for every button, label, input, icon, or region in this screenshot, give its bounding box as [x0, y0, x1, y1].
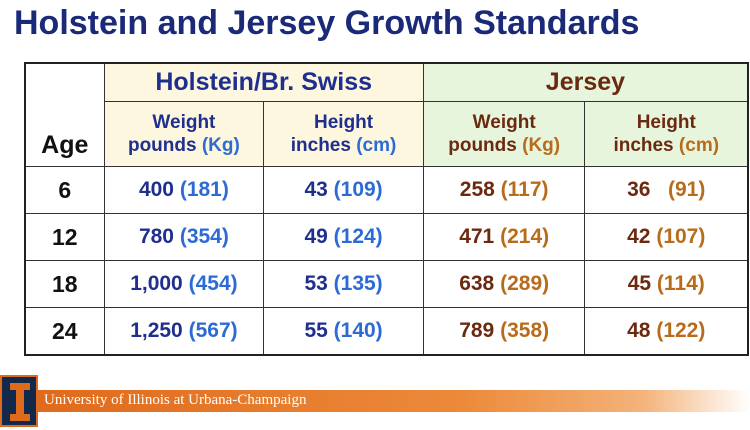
jersey-weight-cell: 638 (289): [422, 260, 586, 308]
table-row: 18 1,000 (454) 53 (135) 638 (289) 45 (11…: [24, 260, 749, 308]
growth-standards-table: Age Holstein/Br. Swiss Jersey Weight pou…: [24, 62, 749, 356]
institution-name: University of Illinois at Urbana-Champai…: [44, 392, 307, 408]
height-header-unit: (cm): [356, 135, 397, 157]
weight-header-line1: Weight: [152, 112, 216, 134]
age-cell: 24: [24, 307, 105, 356]
age-column-header: Age: [24, 62, 105, 167]
group-header-row: Age Holstein/Br. Swiss Jersey: [24, 62, 749, 167]
height-header-word: inches: [290, 135, 351, 157]
jersey-weight-cell: 471 (214): [422, 213, 586, 261]
jersey-weight-cell: 258 (117): [422, 166, 586, 214]
weight-header-line1: Weight: [472, 112, 536, 134]
height-header-word: inches: [613, 135, 674, 157]
holstein-height-header: Height inches (cm): [263, 101, 424, 167]
holstein-weight-cell: 1,250 (567): [103, 307, 265, 356]
table-row: 12 780 (354) 49 (124) 471 (214) 42 (107): [24, 213, 749, 261]
height-header-line1: Height: [314, 112, 374, 134]
jersey-height-cell: 36 (91): [584, 166, 749, 214]
weight-header-unit: (Kg): [522, 135, 561, 157]
height-header-unit: (cm): [678, 135, 720, 157]
holstein-height-cell: 53 (135): [263, 260, 424, 308]
holstein-height-cell: 55 (140): [263, 307, 424, 356]
jersey-height-cell: 48 (122): [584, 307, 749, 356]
jersey-weight-header: Weight pounds (Kg): [422, 101, 586, 167]
subheader-row: Weight pounds (Kg) Height inches (cm) We…: [25, 101, 749, 167]
weight-header-unit: (Kg): [201, 135, 240, 157]
jersey-height-cell: 45 (114): [584, 260, 749, 308]
height-header-line1: Height: [636, 112, 696, 134]
holstein-weight-cell: 400 (181): [103, 166, 265, 214]
holstein-height-cell: 49 (124): [263, 213, 424, 261]
holstein-height-cell: 43 (109): [263, 166, 424, 214]
footer-bar: [36, 390, 750, 412]
table-row: 6 400 (181) 43 (109) 258 (117) 36 (91): [24, 166, 749, 214]
age-header-label: Age: [41, 131, 89, 159]
age-cell: 6: [24, 166, 105, 214]
weight-header-word: pounds: [448, 135, 517, 157]
weight-header-word: pounds: [127, 135, 197, 157]
page-title: Holstein and Jersey Growth Standards: [14, 4, 640, 42]
holstein-group-label: Holstein/Br. Swiss: [155, 68, 373, 97]
age-cell: 18: [24, 260, 105, 308]
jersey-height-cell: 42 (107): [584, 213, 749, 261]
jersey-group-header: Jersey: [422, 62, 749, 103]
table-row: 24 1,250 (567) 55 (140) 789 (358) 48 (12…: [24, 307, 749, 356]
block-i-logo-icon: [0, 375, 38, 427]
holstein-weight-cell: 780 (354): [103, 213, 265, 261]
holstein-weight-header: Weight pounds (Kg): [103, 101, 265, 167]
age-cell: 12: [24, 213, 105, 261]
holstein-weight-cell: 1,000 (454): [103, 260, 265, 308]
holstein-group-header: Holstein/Br. Swiss: [103, 62, 424, 103]
jersey-height-header: Height inches (cm): [584, 101, 749, 167]
footer: University of Illinois at Urbana-Champai…: [0, 372, 750, 430]
jersey-group-label: Jersey: [545, 68, 626, 97]
jersey-weight-cell: 789 (358): [422, 307, 586, 356]
